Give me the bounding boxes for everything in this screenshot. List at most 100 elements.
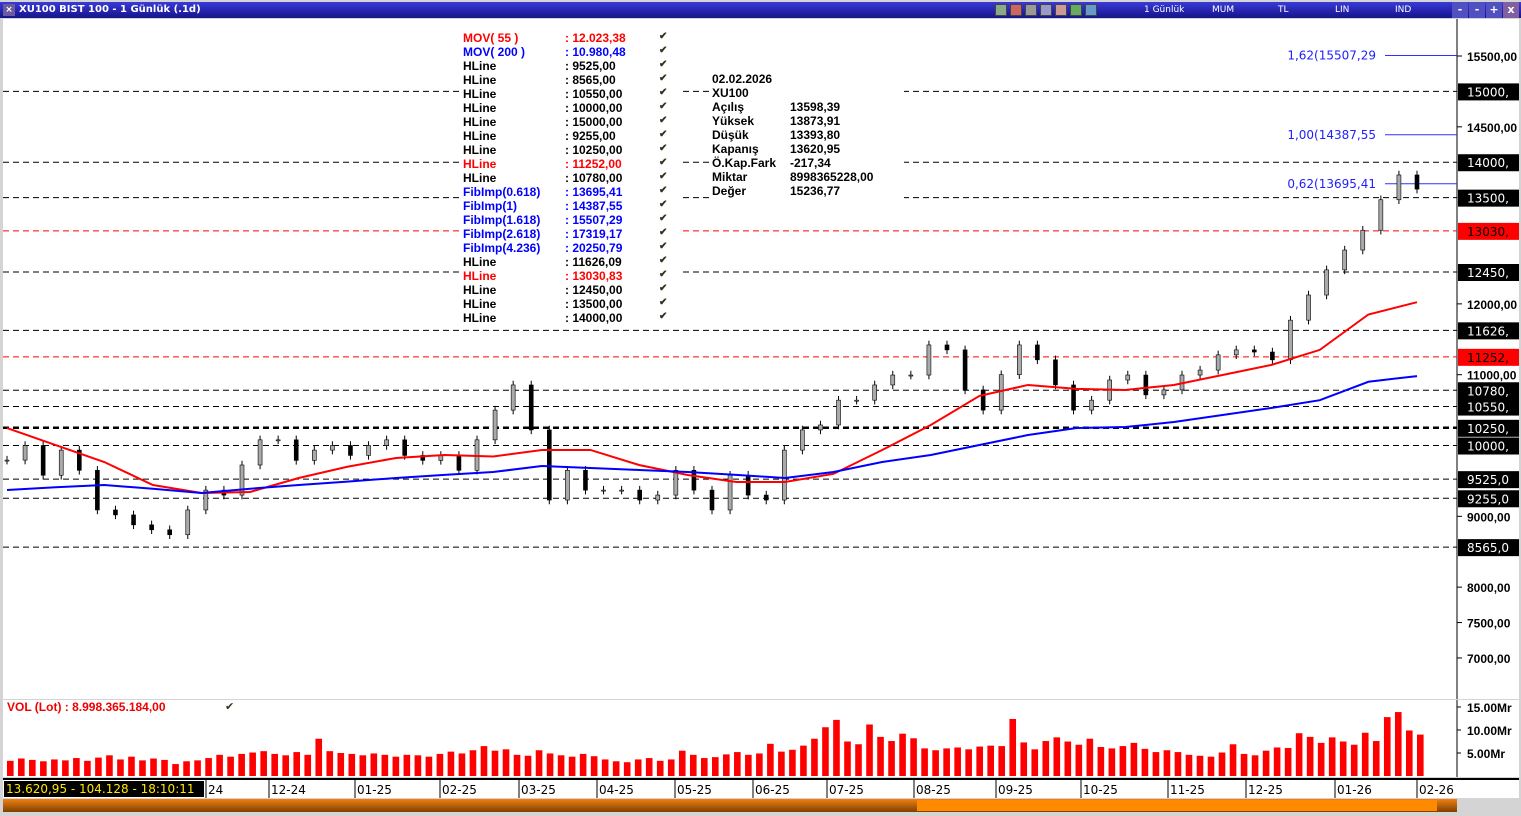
- candle: [709, 489, 715, 511]
- volume-bar: [1273, 747, 1281, 776]
- candle: [1342, 249, 1347, 271]
- hline-price-tag: [1458, 189, 1519, 207]
- check-icon[interactable]: ✔: [659, 101, 668, 112]
- legend-name: HLine: [463, 129, 497, 143]
- check-icon[interactable]: ✔: [659, 241, 668, 252]
- check-icon[interactable]: ✔: [659, 269, 668, 280]
- legend-value: : 15507,29: [565, 213, 623, 227]
- hline-price-label: 15000,: [1467, 85, 1509, 99]
- pencil-icon[interactable]: [1070, 4, 1082, 16]
- legend-row: HLine: 9525,00 ✔: [463, 59, 681, 73]
- check-icon[interactable]: ✔: [659, 283, 668, 294]
- volume-bar: [29, 759, 36, 776]
- check-icon[interactable]: ✔: [659, 311, 668, 322]
- chart-icon[interactable]: [1055, 4, 1067, 16]
- grid-icon[interactable]: [1040, 4, 1052, 16]
- candle: [1252, 349, 1257, 353]
- candle: [1414, 174, 1420, 190]
- restore-button[interactable]: -: [1469, 2, 1485, 18]
- price-chart[interactable]: 1,62(15507,29 1,00(14387,55 0,62(13695,41 1…: [3, 19, 1519, 699]
- candle: [185, 509, 191, 536]
- legend-name: FibImp(0.618): [463, 185, 541, 199]
- minimize-button[interactable]: -: [1452, 2, 1468, 18]
- hline-price-tag: [1458, 322, 1519, 340]
- legend-name: HLine: [463, 59, 497, 73]
- fib-label: 1,62(15507,29: [1287, 48, 1376, 62]
- legend-row: HLine: 10550,00 ✔: [463, 87, 681, 101]
- legend-row: HLine: 11626,09 ✔: [463, 255, 681, 269]
- volume-bar: [282, 755, 289, 776]
- check-icon[interactable]: ✔: [659, 157, 668, 168]
- candle: [637, 489, 642, 501]
- check-icon[interactable]: ✔: [659, 171, 668, 182]
- volume-bar: [1306, 736, 1314, 776]
- check-icon[interactable]: ✔: [659, 227, 668, 238]
- candle: [1125, 374, 1131, 381]
- check-icon[interactable]: ✔: [659, 255, 668, 266]
- volume-bar: [965, 749, 972, 776]
- volume-bar: [700, 758, 708, 776]
- horizontal-scrollbar[interactable]: [3, 799, 1457, 812]
- check-icon[interactable]: ✔: [659, 297, 668, 308]
- hline-price-label: 11252,: [1467, 351, 1509, 365]
- check-icon[interactable]: ✔: [659, 213, 668, 224]
- info-label: Kapanış: [712, 142, 759, 156]
- date-tick-label: 01-25: [357, 783, 392, 797]
- draw-icon[interactable]: [1025, 4, 1037, 16]
- volume-bar: [789, 749, 796, 776]
- volume-bar: [546, 753, 554, 776]
- legend-name: HLine: [463, 311, 497, 325]
- close-icon[interactable]: ×: [3, 4, 15, 16]
- indicator-icon[interactable]: [995, 4, 1007, 16]
- check-icon[interactable]: ✔: [659, 115, 668, 126]
- mov200-line: [6, 375, 1418, 494]
- candle: [872, 384, 877, 401]
- ohlc-info-box: 02.02.2026 XU100 Açılış 13598,39 Yüksek 138…: [712, 72, 904, 200]
- move-icon[interactable]: [1085, 4, 1097, 16]
- check-icon[interactable]: ✔: [659, 129, 668, 140]
- date-tick-label: 02-26: [1419, 783, 1454, 797]
- volume-bar: [590, 756, 598, 776]
- volume-bar: [51, 759, 58, 776]
- date-tick-label: 02-25: [442, 783, 477, 797]
- candle: [565, 469, 570, 501]
- volume-bar: [40, 761, 47, 776]
- check-icon[interactable]: ✔: [659, 143, 668, 154]
- scrollbar-thumb[interactable]: [917, 800, 1437, 811]
- check-icon[interactable]: ✔: [659, 45, 668, 56]
- template-icon[interactable]: [1010, 4, 1022, 16]
- volume-bar: [778, 751, 785, 776]
- volume-bar: [1053, 737, 1061, 776]
- date-tick-label: 10-25: [1083, 783, 1118, 797]
- maximize-button[interactable]: +: [1486, 2, 1502, 18]
- scale-menu[interactable]: LIN: [1335, 5, 1350, 15]
- check-icon[interactable]: ✔: [659, 87, 668, 98]
- check-icon[interactable]: ✔: [659, 31, 668, 42]
- close-window-button[interactable]: x: [1503, 2, 1519, 18]
- candle: [22, 445, 28, 461]
- volume-bar: [480, 746, 488, 776]
- volume-panel[interactable]: 15.00Mr 10.00Mr 5.00Mr VOL (Lot) : 8.998.3…: [3, 700, 1519, 777]
- candle: [1161, 389, 1167, 396]
- candle: [257, 439, 263, 466]
- date-tick-label: 03-25: [521, 783, 556, 797]
- price-tick-label: 7500,00: [1467, 617, 1511, 631]
- check-icon[interactable]: ✔: [659, 73, 668, 84]
- date-tick-label: 11-25: [1170, 783, 1205, 797]
- hline-price-tag: [1458, 154, 1519, 172]
- hline-price-label: 12450,: [1467, 266, 1509, 280]
- indicator-menu[interactable]: IND: [1395, 5, 1412, 15]
- chart-type-menu[interactable]: MUM: [1212, 5, 1235, 15]
- volume-bar: [1372, 741, 1380, 776]
- legend-name: HLine: [463, 297, 497, 311]
- currency-menu[interactable]: TL: [1278, 5, 1289, 15]
- volume-bar: [998, 746, 1006, 776]
- check-icon[interactable]: ✔: [659, 59, 668, 70]
- period-menu[interactable]: 1 Günlük: [1144, 5, 1185, 15]
- volume-bar: [667, 759, 675, 776]
- check-icon[interactable]: ✔: [659, 185, 668, 196]
- hline-price-tag: [1458, 539, 1519, 557]
- volume-bar: [623, 762, 631, 776]
- volume-bar: [1031, 749, 1039, 776]
- check-icon[interactable]: ✔: [659, 199, 668, 210]
